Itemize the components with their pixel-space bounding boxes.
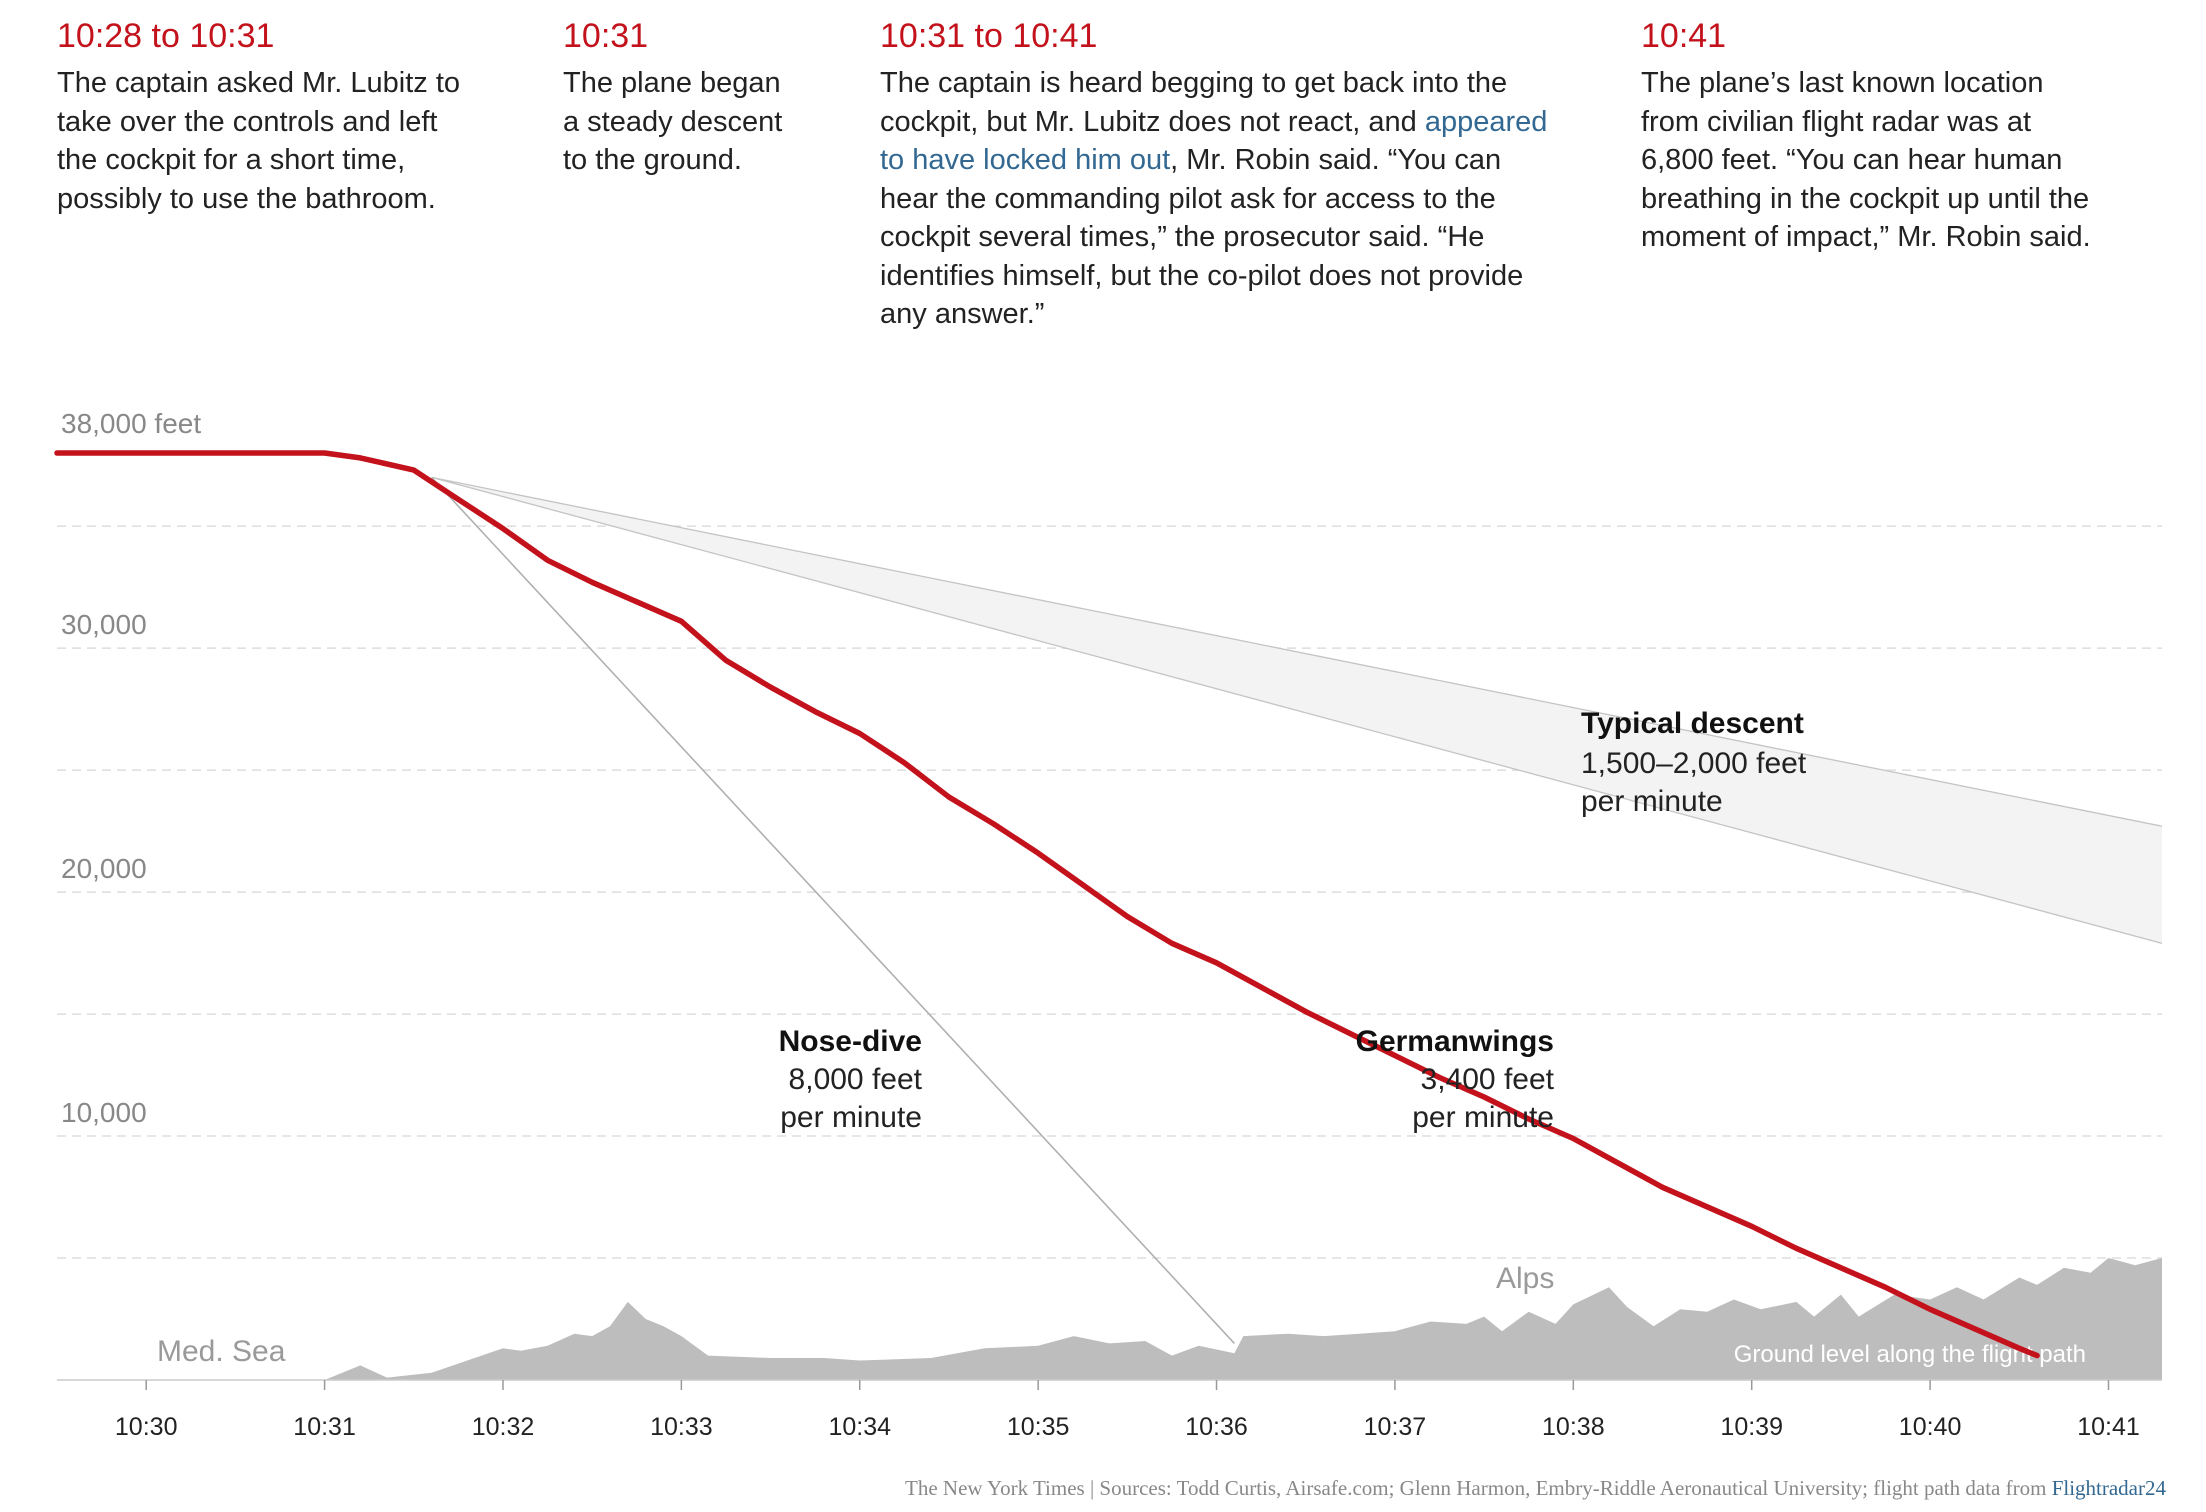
annotation-text: The captain is heard begging to get back…	[880, 64, 1560, 334]
annotation-time: 10:41	[1641, 17, 1727, 55]
x-tick-label: 10:34	[828, 1413, 891, 1441]
series-labels: Typical descent 1,500–2,000 feet per minut…	[779, 707, 1807, 1134]
typical-descent-label: Typical descent	[1581, 707, 1804, 740]
annotation-4: 10:41 The plane’s last known location fr…	[1641, 14, 2101, 257]
annotation-text: The captain asked Mr. Lubitz to take ove…	[57, 67, 460, 215]
annotation-text: The plane’s last known location from civ…	[1641, 67, 2091, 253]
ground-area	[57, 1258, 2162, 1380]
y-tick-label: 20,000	[61, 853, 147, 884]
x-tick-label: 10:30	[115, 1413, 178, 1441]
typical-descent-rate: 1,500–2,000 feet	[1581, 747, 1807, 780]
source-footer: The New York Times | Sources: Todd Curti…	[905, 1476, 2166, 1501]
annotation-text-end: , Mr. Robin said. “You can hear the comm…	[880, 144, 1524, 330]
alps-label: Alps	[1496, 1262, 1554, 1295]
germanwings-label: Germanwings	[1356, 1025, 1554, 1058]
x-tick-label: 10:32	[472, 1413, 535, 1441]
x-tick-label: 10:39	[1720, 1413, 1783, 1441]
x-tick-label: 10:41	[2077, 1413, 2140, 1441]
gridlines	[57, 525, 2162, 1259]
x-tick-label: 10:36	[1185, 1413, 1248, 1441]
x-tick-label: 10:38	[1542, 1413, 1605, 1441]
nose-dive-label: Nose-dive	[779, 1025, 922, 1058]
germanwings-unit: per minute	[1412, 1101, 1554, 1134]
nose-dive-rate: 8,000 feet	[789, 1063, 923, 1096]
locked-out-link[interactable]: appeared to have locked him out	[880, 105, 1548, 177]
annotation-text-start: The captain is heard begging to get back…	[880, 67, 1508, 138]
x-axis: 10:30 10:31 10:32 10:33 10:34 10:35 10:36 10:37…	[57, 1379, 2162, 1441]
nose-dive-line	[431, 476, 1235, 1344]
annotation-3: 10:31 to 10:41 The captain is heard begg…	[880, 14, 1560, 334]
annotation-text: The plane began a steady descent to the …	[563, 67, 783, 176]
flight-path	[54, 450, 2040, 1359]
typical-descent-upper-line	[431, 476, 2163, 827]
germanwings-rate: 3,400 feet	[1421, 1063, 1555, 1096]
typical-descent-unit: per minute	[1581, 785, 1723, 818]
y-tick-label: 30,000	[61, 609, 147, 640]
annotation-time: 10:31	[563, 17, 649, 55]
reference-descents	[431, 476, 2163, 1344]
annotation-2: 10:31 The plane began a steady descent t…	[563, 14, 803, 180]
typical-descent-lower-line	[431, 476, 2163, 944]
annotation-1: 10:28 to 10:31 The captain asked Mr. Lub…	[57, 14, 477, 218]
x-tick-label: 10:33	[650, 1413, 713, 1441]
med-sea-label: Med. Sea	[157, 1335, 286, 1368]
nose-dive-unit: per minute	[780, 1101, 922, 1134]
source-text: The New York Times | Sources: Todd Curti…	[905, 1476, 2052, 1500]
x-tick-label: 10:37	[1364, 1413, 1427, 1441]
annotation-time: 10:28 to 10:31	[57, 17, 275, 55]
x-tick-label: 10:31	[293, 1413, 356, 1441]
annotation-time: 10:31 to 10:41	[880, 17, 1098, 55]
germanwings-line	[54, 450, 2040, 1359]
flightradar-link[interactable]: Flightradar24	[2051, 1476, 2166, 1500]
y-axis-labels: 38,000 feet 30,000 20,000 10,000	[61, 408, 201, 1128]
y-tick-label: 10,000	[61, 1097, 147, 1128]
x-tick-label: 10:35	[1007, 1413, 1070, 1441]
x-tick-label: 10:40	[1899, 1413, 1962, 1441]
y-tick-label: 38,000 feet	[61, 408, 201, 439]
